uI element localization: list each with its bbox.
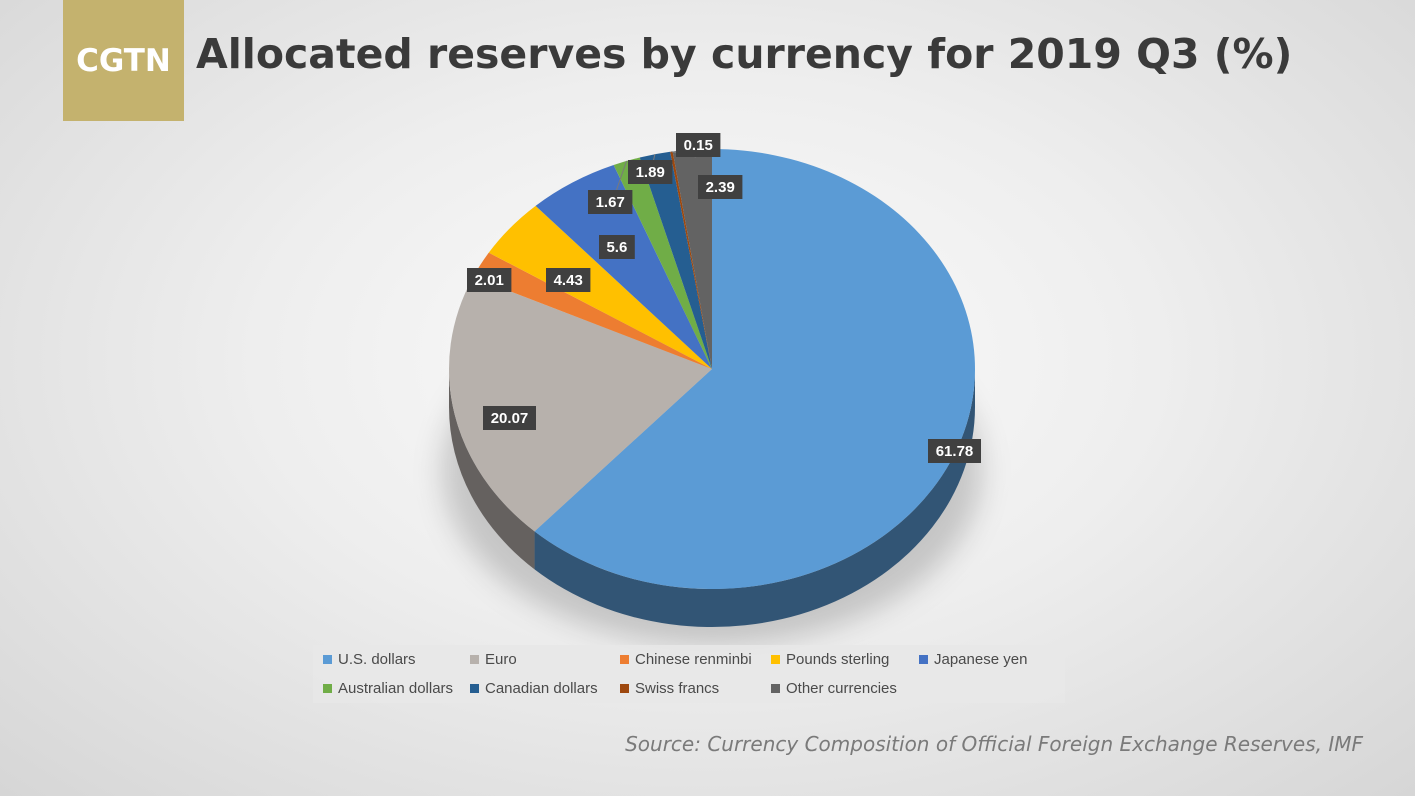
cgtn-logo: CGTN bbox=[63, 0, 184, 121]
data-label-swiss-francs: 0.15 bbox=[676, 133, 721, 157]
legend: U.S. dollars Euro Chinese renminbi Pounds s… bbox=[313, 645, 1065, 703]
legend-item-chinese-renminbi: Chinese renminbi bbox=[620, 649, 752, 669]
data-label-box-pounds-sterling bbox=[546, 268, 591, 292]
legend-swatch bbox=[620, 654, 629, 664]
legend-item-euro: Euro bbox=[470, 649, 517, 669]
legend-item-other-currencies: Other currencies bbox=[771, 678, 897, 698]
legend-label: Australian dollars bbox=[338, 679, 454, 697]
legend-label: Other currencies bbox=[786, 679, 897, 697]
data-label-text-australian-dollars: 1.67 bbox=[596, 194, 625, 211]
pie-side-euro bbox=[449, 369, 535, 570]
data-label-text-chinese-renminbi: 2.01 bbox=[475, 272, 504, 289]
data-label-text-japanese-yen: 5.6 bbox=[606, 239, 627, 256]
data-label-australian-dollars: 1.67 bbox=[588, 190, 633, 214]
pie-slice-euro bbox=[448, 277, 712, 532]
legend-label: Swiss francs bbox=[635, 679, 720, 697]
pie-slice-australian-dollars bbox=[613, 157, 712, 369]
legend-item-canadian-dollars: Canadian dollars bbox=[470, 678, 598, 698]
pie-slice-pounds-sterling bbox=[488, 205, 712, 369]
legend-item-u-s-dollars: U.S. dollars bbox=[323, 649, 416, 669]
data-label-u-s-dollars: 61.78 bbox=[928, 439, 981, 463]
source-note: Source: Currency Composition of Official… bbox=[625, 732, 1363, 756]
data-label-text-canadian-dollars: 1.89 bbox=[636, 164, 665, 181]
logo-text: CGTN bbox=[76, 42, 171, 79]
data-label-text-euro: 20.07 bbox=[491, 410, 529, 427]
legend-item-swiss-francs: Swiss francs bbox=[620, 678, 719, 698]
legend-swatch bbox=[620, 683, 629, 693]
data-label-box-swiss-francs bbox=[676, 133, 721, 157]
legend-item-australian-dollars: Australian dollars bbox=[323, 678, 453, 698]
pie-side-u-s-dollars bbox=[534, 369, 975, 627]
data-label-box-japanese-yen bbox=[599, 235, 635, 259]
legend-swatch bbox=[771, 683, 780, 693]
legend-swatch bbox=[919, 654, 928, 664]
pie-slice-japanese-yen bbox=[535, 164, 712, 369]
data-label-pounds-sterling: 4.43 bbox=[546, 268, 591, 292]
data-label-text-swiss-francs: 0.15 bbox=[684, 137, 713, 154]
chart-title: Allocated reserves by currency for 2019 … bbox=[196, 30, 1293, 78]
legend-swatch bbox=[323, 683, 332, 693]
legend-swatch bbox=[771, 654, 780, 664]
legend-label: U.S. dollars bbox=[338, 650, 416, 668]
data-label-box-canadian-dollars bbox=[628, 160, 673, 184]
legend-item-japanese-yen: Japanese yen bbox=[919, 649, 1027, 669]
pie-slice-swiss-francs bbox=[670, 151, 712, 369]
data-label-box-euro bbox=[483, 406, 536, 430]
pie-slice-canadian-dollars bbox=[639, 151, 712, 369]
legend-label: Japanese yen bbox=[934, 650, 1028, 668]
data-label-text-u-s-dollars: 61.78 bbox=[936, 443, 974, 460]
pie-slices bbox=[448, 149, 976, 589]
legend-swatch bbox=[323, 654, 332, 664]
data-label-chinese-renminbi: 2.01 bbox=[467, 268, 512, 292]
pie-slice-chinese-renminbi bbox=[473, 252, 712, 369]
data-label-box-u-s-dollars bbox=[928, 439, 981, 463]
data-label-box-chinese-renminbi bbox=[467, 268, 512, 292]
legend-label: Euro bbox=[485, 650, 517, 668]
pie-depth bbox=[449, 369, 975, 627]
legend-swatch bbox=[470, 654, 479, 664]
legend-swatch bbox=[470, 683, 479, 693]
data-label-canadian-dollars: 1.89 bbox=[628, 160, 673, 184]
legend-label: Chinese renminbi bbox=[635, 650, 752, 668]
data-label-text-other-currencies: 2.39 bbox=[706, 179, 735, 196]
legend-label: Canadian dollars bbox=[485, 679, 598, 697]
pie-slice-u-s-dollars bbox=[534, 149, 976, 589]
data-label-other-currencies: 2.39 bbox=[698, 175, 743, 199]
data-label-box-australian-dollars bbox=[588, 190, 633, 214]
data-label-japanese-yen: 5.6 bbox=[599, 235, 635, 259]
data-label-box-other-currencies bbox=[698, 175, 743, 199]
legend-item-pounds-sterling: Pounds sterling bbox=[771, 649, 889, 669]
data-label-text-pounds-sterling: 4.43 bbox=[554, 272, 583, 289]
data-labels: 61.78 20.07 2.01 4.43 5.6 1.67 1.89 0.15 2.39 bbox=[467, 133, 981, 463]
data-label-euro: 20.07 bbox=[483, 406, 536, 430]
legend-label: Pounds sterling bbox=[786, 650, 890, 668]
pie-slice-other-currencies bbox=[672, 149, 712, 369]
